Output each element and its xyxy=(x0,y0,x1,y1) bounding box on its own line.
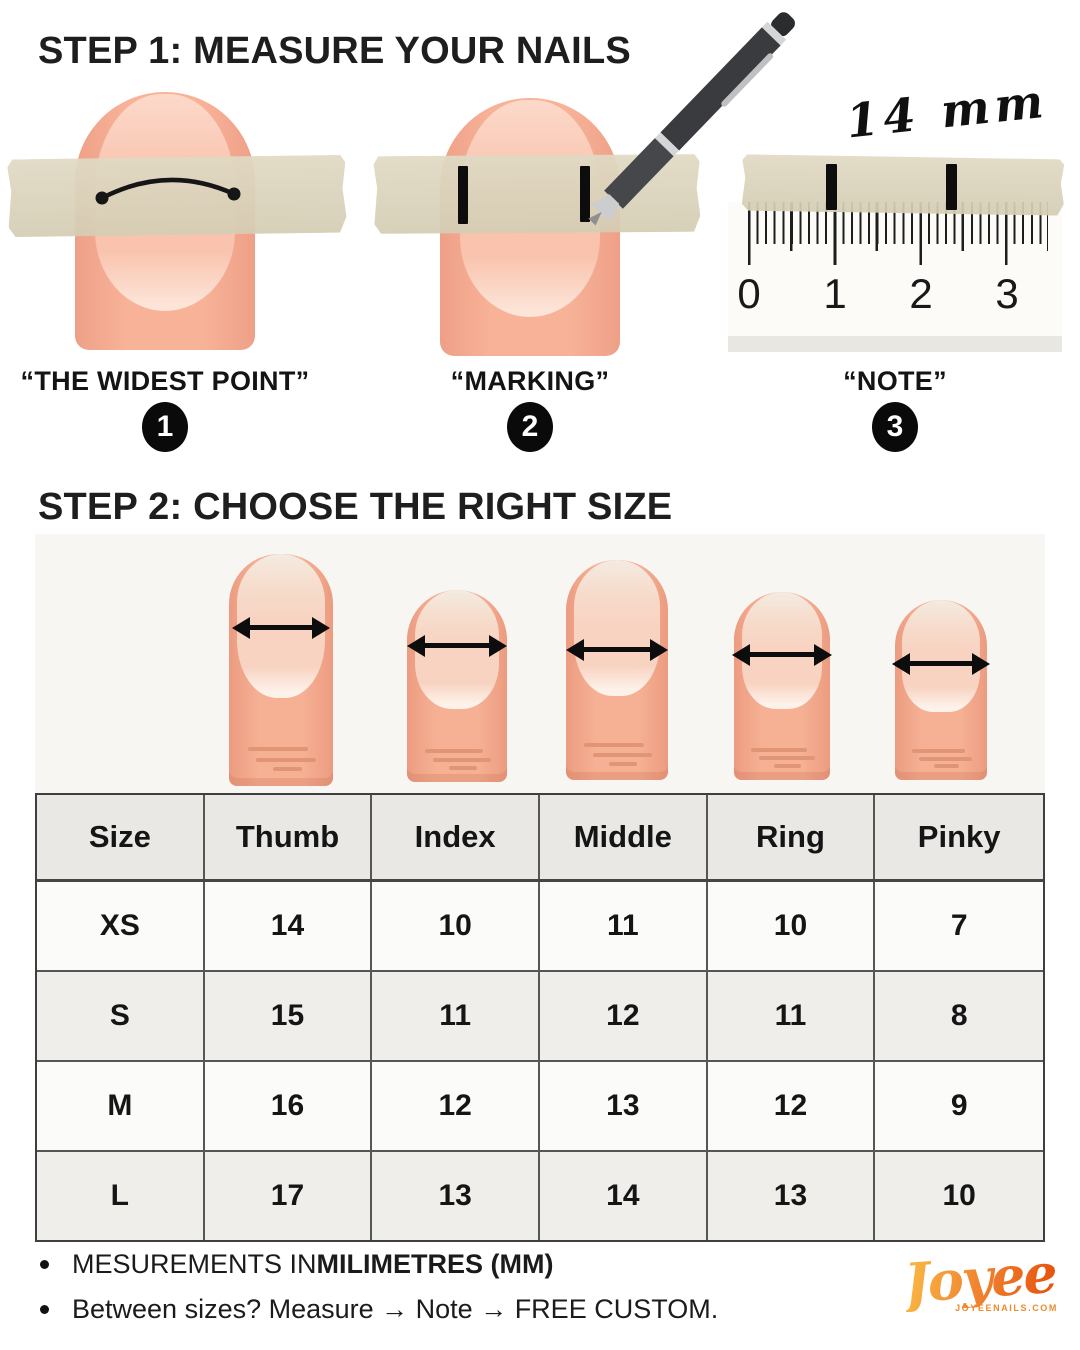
header-cell: Size xyxy=(37,795,205,879)
nail-illustration xyxy=(415,590,499,710)
tape-strip xyxy=(373,152,700,237)
ruler-tick-label: 3 xyxy=(995,270,1019,317)
table-header-row: Size Thumb Index Middle Ring Pinky xyxy=(37,795,1043,882)
table-row: XS 14 10 11 10 7 xyxy=(37,882,1043,972)
ring-nail-illustration xyxy=(734,592,830,780)
table-row: L 17 13 14 13 10 xyxy=(37,1152,1043,1240)
bullet-dot xyxy=(40,1259,49,1269)
measurement-unit-note: MESUREMENTS IN MILIMETRES (MM) xyxy=(40,1247,718,1281)
value-cell: 17 xyxy=(204,1152,373,1240)
size-cell: XS xyxy=(37,882,205,970)
pen-mark xyxy=(458,166,468,224)
value-cell: 10 xyxy=(707,882,876,970)
ruler-tick-label: 2 xyxy=(909,270,933,317)
value-cell: 7 xyxy=(875,882,1043,970)
brand-logo: Joyee JOYEENAILS.COM xyxy=(898,1241,1062,1315)
table-row: M 16 12 13 12 9 xyxy=(37,1062,1043,1152)
caption-note: “NOTE” xyxy=(843,366,947,396)
value-cell: 16 xyxy=(204,1062,373,1150)
step-number-badge: 1 xyxy=(142,402,188,452)
value-cell: 10 xyxy=(875,1152,1043,1240)
note-text-bold: MILIMETRES (MM) xyxy=(316,1249,554,1279)
note-text: MESUREMENTS IN xyxy=(72,1249,317,1279)
value-cell: 12 xyxy=(540,972,708,1060)
table-row: S 15 11 12 11 8 xyxy=(37,972,1043,1062)
value-cell: 13 xyxy=(372,1152,540,1240)
caption-widest-point: “THE WIDEST POINT” xyxy=(20,366,310,396)
measurement-annotation: 14 mm xyxy=(843,73,1051,149)
widest-point-curve xyxy=(95,177,241,205)
width-arrow xyxy=(579,647,655,652)
value-cell: 11 xyxy=(707,972,876,1060)
index-nail-illustration xyxy=(407,590,507,782)
value-cell: 12 xyxy=(707,1062,876,1150)
value-cell: 14 xyxy=(204,882,373,970)
size-cell: M xyxy=(37,1062,205,1150)
middle-nail-illustration xyxy=(566,560,668,780)
pen-mark xyxy=(826,164,837,210)
value-cell: 11 xyxy=(540,882,708,970)
value-cell: 8 xyxy=(875,972,1043,1060)
pinky-nail-illustration xyxy=(895,600,987,780)
thumb-nail-illustration xyxy=(229,554,333,786)
value-cell: 10 xyxy=(372,882,540,970)
ruler-illustration: 0 1 2 3 xyxy=(728,202,1062,352)
value-cell: 11 xyxy=(372,972,540,1060)
note-text: Between sizes? Measure → Note → FREE CUS… xyxy=(72,1294,719,1324)
value-cell: 14 xyxy=(540,1152,708,1240)
header-cell: Ring xyxy=(707,795,876,879)
value-cell: 12 xyxy=(372,1062,540,1150)
caption-marking: “MARKING” xyxy=(450,366,610,396)
size-table: Size Thumb Index Middle Ring Pinky XS 14… xyxy=(35,793,1045,1242)
step-number-badge: 3 xyxy=(872,402,918,452)
width-arrow xyxy=(905,661,977,666)
header-cell: Index xyxy=(372,795,540,879)
nail-illustration xyxy=(902,600,980,712)
value-cell: 13 xyxy=(540,1062,708,1150)
step2-title: STEP 2: CHOOSE THE RIGHT SIZE xyxy=(38,486,673,528)
width-arrow xyxy=(745,652,819,657)
bullet-dot xyxy=(40,1304,49,1314)
header-cell: Thumb xyxy=(204,795,373,879)
between-sizes-note: Between sizes? Measure → Note → FREE CUS… xyxy=(40,1292,718,1326)
brand-wordmark: Joyee xyxy=(902,1240,1058,1316)
brand-subtitle: JOYEENAILS.COM xyxy=(955,1302,1058,1313)
size-cell: L xyxy=(37,1152,205,1240)
step-number-badge: 2 xyxy=(507,402,553,452)
ruler-tick-label: 0 xyxy=(737,270,761,317)
ruler-tick-label: 1 xyxy=(823,270,847,317)
footer-notes: MESUREMENTS IN MILIMETRES (MM) Between s… xyxy=(40,1247,718,1337)
nail-illustration xyxy=(574,560,660,697)
pen-mark xyxy=(580,166,590,222)
header-cell: Middle xyxy=(540,795,708,879)
step1-title: STEP 1: MEASURE YOUR NAILS xyxy=(38,30,631,72)
width-arrow xyxy=(245,625,317,630)
size-cell: S xyxy=(37,972,205,1060)
value-cell: 15 xyxy=(204,972,373,1060)
width-arrow xyxy=(420,643,494,648)
tape-strip xyxy=(742,154,1065,215)
nail-sizes-panel xyxy=(35,534,1045,793)
value-cell: 9 xyxy=(875,1062,1043,1150)
nail-illustration xyxy=(741,592,823,709)
pen-mark xyxy=(946,164,957,210)
header-cell: Pinky xyxy=(875,795,1043,879)
value-cell: 13 xyxy=(707,1152,876,1240)
